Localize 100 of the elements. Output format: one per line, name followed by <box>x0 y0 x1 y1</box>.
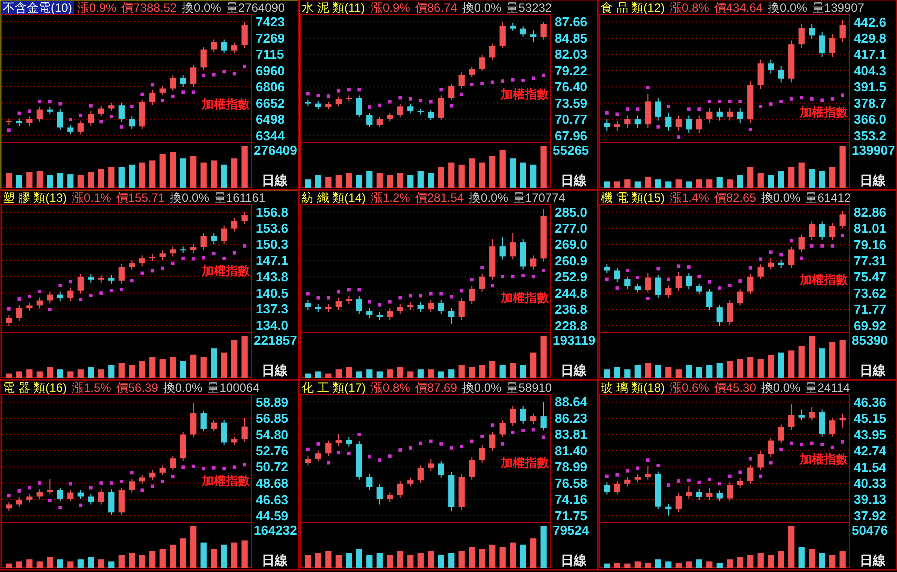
bar <box>98 370 104 378</box>
bar <box>809 169 816 188</box>
point <box>460 444 464 450</box>
point <box>428 439 434 444</box>
bar <box>418 370 424 378</box>
bar <box>809 549 816 568</box>
candlestick <box>530 255 537 270</box>
bar <box>448 370 455 378</box>
bar <box>366 171 373 188</box>
point <box>707 280 712 284</box>
point <box>789 441 794 446</box>
point <box>150 484 155 489</box>
y-tick-label: 6960 <box>256 63 285 78</box>
bar <box>490 361 496 378</box>
candlestick <box>36 489 43 500</box>
candlestick <box>727 300 734 326</box>
point <box>242 244 248 248</box>
candlestick <box>479 54 486 72</box>
bar <box>139 555 146 568</box>
bar <box>758 553 764 568</box>
y-tick-label: 42.74 <box>854 444 888 459</box>
candlestick <box>634 115 641 129</box>
bar <box>68 372 74 378</box>
point <box>748 266 753 270</box>
candlestick <box>366 474 373 490</box>
bar <box>540 526 547 568</box>
point <box>707 478 712 482</box>
candlestick <box>469 285 476 305</box>
bar <box>326 551 332 568</box>
point <box>510 274 516 280</box>
candlestick <box>469 66 476 78</box>
point <box>306 292 310 296</box>
point <box>88 104 94 108</box>
point <box>38 100 42 104</box>
point <box>378 458 382 463</box>
text: 換0.0% <box>163 381 204 395</box>
text: 日線 <box>561 363 588 378</box>
candlestick <box>78 273 84 294</box>
bar <box>490 544 496 568</box>
point <box>38 290 42 294</box>
candlestick <box>479 445 486 464</box>
point <box>181 465 186 470</box>
bar <box>118 363 125 378</box>
bar <box>788 350 795 378</box>
point <box>418 98 424 104</box>
candlestick <box>624 476 631 488</box>
y-tick-label: 147.1 <box>256 253 289 268</box>
point <box>697 480 702 485</box>
candlestick <box>232 42 238 54</box>
candlestick <box>798 409 805 422</box>
bar <box>458 551 465 568</box>
candlestick <box>170 75 176 92</box>
text: 漲0.9% <box>371 1 411 15</box>
point <box>604 474 610 479</box>
point <box>336 88 342 94</box>
point <box>109 288 114 294</box>
point <box>686 107 692 112</box>
point <box>470 278 474 282</box>
bar <box>376 372 383 378</box>
candlestick <box>16 497 22 508</box>
text: 日線 <box>561 173 588 188</box>
y-tick-label: 87.66 <box>555 14 588 30</box>
point <box>388 300 392 304</box>
y-tick-label: 79.16 <box>854 237 887 252</box>
point <box>418 294 424 298</box>
text: 價82.65 <box>714 191 757 205</box>
bar <box>758 173 764 188</box>
text: 日線 <box>262 363 289 378</box>
bar <box>448 162 455 188</box>
point <box>449 294 454 300</box>
y-tick-label: 156.8 <box>256 204 289 220</box>
chart-title: 水 泥 類(11) <box>302 1 366 15</box>
candlestick <box>129 478 136 494</box>
point <box>748 456 753 462</box>
bar <box>315 175 322 188</box>
point <box>779 447 784 452</box>
text: 50476 <box>852 523 888 538</box>
point <box>428 100 434 104</box>
point <box>768 460 774 466</box>
candlestick <box>428 458 434 472</box>
y-tick-label: 391.5 <box>854 80 887 95</box>
text: 193119 <box>553 333 596 348</box>
point <box>439 292 444 296</box>
bar <box>336 370 342 378</box>
y-tick-label: 52.76 <box>256 444 289 459</box>
point <box>510 78 516 82</box>
y-tick-label: 56.85 <box>256 411 289 426</box>
point <box>170 94 176 99</box>
y-tick-label: 76.58 <box>555 476 588 491</box>
bar <box>696 560 702 568</box>
bar <box>170 357 176 378</box>
bar <box>676 562 682 568</box>
candlestick <box>624 276 631 290</box>
point <box>728 474 732 479</box>
candlestick <box>305 300 312 311</box>
bar <box>634 365 641 378</box>
text: 日線 <box>262 553 289 568</box>
point <box>378 302 382 308</box>
point <box>656 124 661 130</box>
candlestick <box>798 234 805 253</box>
